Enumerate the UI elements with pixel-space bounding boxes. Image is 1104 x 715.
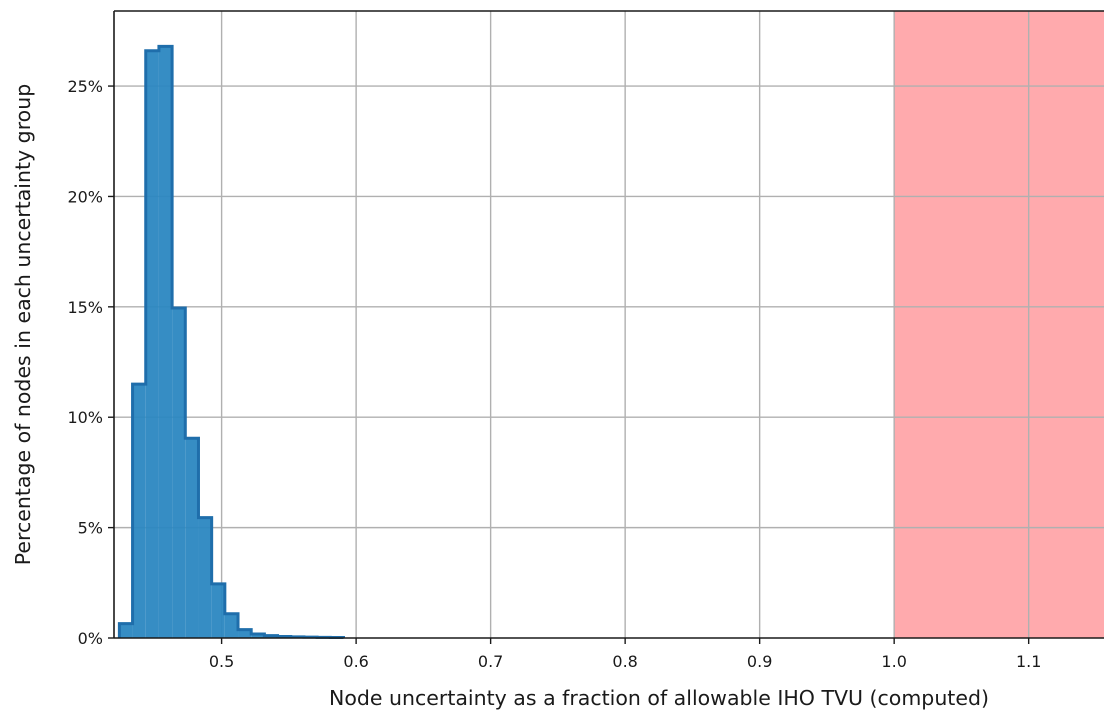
histogram-bar: [119, 623, 133, 638]
y-tick-label: 20%: [67, 187, 103, 206]
region-layer: [894, 11, 1104, 638]
x-tick-label: 0.5: [209, 652, 234, 671]
histogram-bar: [251, 634, 265, 638]
x-axis-label: Node uncertainty as a fraction of allowa…: [329, 686, 989, 710]
histogram-bar: [211, 583, 225, 638]
x-tick-label: 1.0: [881, 652, 906, 671]
histogram-bars: [119, 46, 344, 638]
x-tick-label: 0.7: [478, 652, 503, 671]
x-tick-label: 0.8: [612, 652, 637, 671]
histogram-outline: [117, 44, 345, 640]
grid-layer: [114, 11, 1104, 638]
tick-layer: 0.5 0.6 0.7 0.8 0.9 1.0 1.1 0% 5% 10% 15% 20% 25%: [67, 77, 1041, 671]
x-tick-label: 0.6: [343, 652, 368, 671]
out-of-spec-region: [894, 11, 1104, 638]
histogram-bar: [172, 307, 186, 638]
histogram-bar: [238, 629, 252, 638]
y-tick-label: 10%: [67, 408, 103, 427]
y-tick-label: 0%: [78, 629, 103, 648]
axes-frame: [113, 10, 1104, 639]
histogram-bar: [224, 613, 239, 638]
histogram-bar: [158, 46, 173, 638]
x-tick-label: 1.1: [1016, 652, 1041, 671]
y-axis-label: Percentage of nodes in each uncertainty …: [11, 84, 35, 565]
x-tick-label: 0.9: [747, 652, 772, 671]
histogram-bar: [132, 384, 146, 638]
histogram-bar: [145, 50, 159, 638]
y-tick-label: 25%: [67, 77, 103, 96]
y-tick-label: 15%: [67, 298, 103, 317]
histogram-outline-layer: [117, 44, 345, 640]
histogram-bar: [185, 438, 199, 638]
histogram-bar: [198, 517, 212, 638]
y-tick-label: 5%: [78, 519, 103, 538]
